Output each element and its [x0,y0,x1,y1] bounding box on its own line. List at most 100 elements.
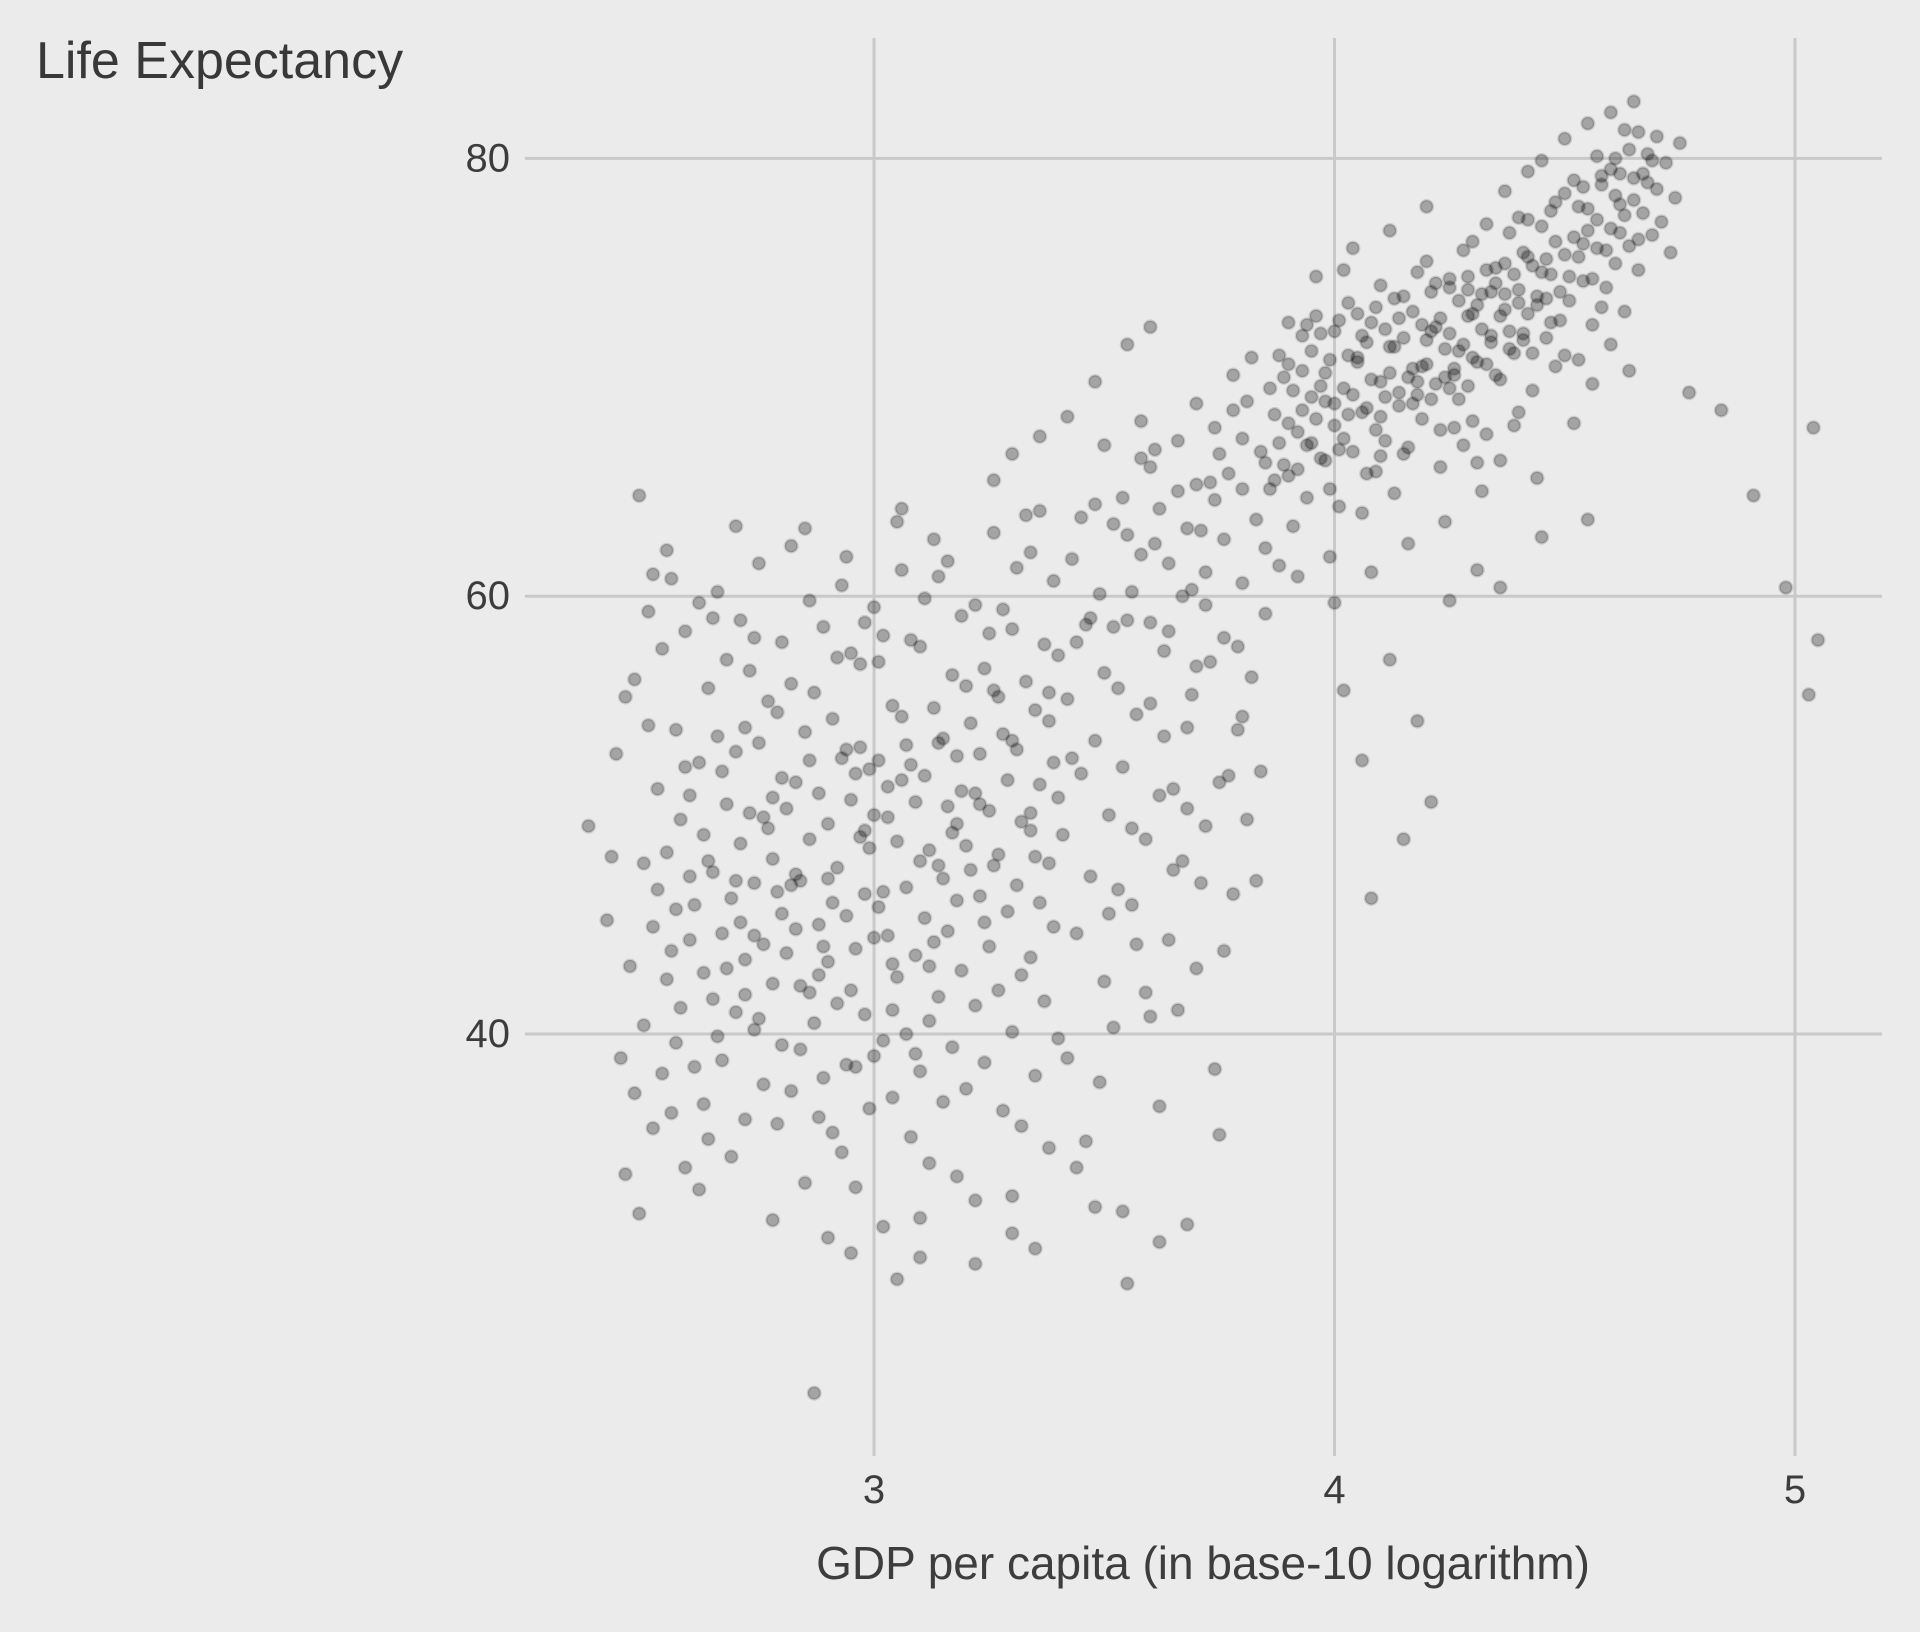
data-point [1303,389,1320,405]
data-point [1386,485,1402,501]
data-point [1045,573,1062,589]
data-point [972,746,988,762]
x-tick-label: 5 [1784,1468,1806,1512]
data-point [972,888,988,904]
data-point [912,1210,928,1226]
data-point [884,956,901,972]
data-point [783,676,799,692]
data-point [1630,124,1646,140]
data-point [1455,336,1471,353]
data-point [1290,568,1306,585]
data-point [1290,424,1306,440]
data-point [1234,431,1250,447]
data-point [1460,308,1476,324]
data-point [1580,201,1596,217]
data-point [788,774,804,790]
data-point [1151,1098,1168,1114]
data-point [976,914,993,931]
data-point [640,717,657,734]
data-point [1308,308,1324,324]
data-point [700,853,716,869]
data-point [967,785,983,801]
data-point [1202,474,1218,491]
data-point [912,638,928,655]
data-point [917,590,933,607]
data-point [838,1057,855,1073]
data-point [1184,687,1200,703]
data-point [1349,350,1366,366]
data-point [815,619,832,635]
data-point [981,803,997,819]
data-point [1303,343,1320,359]
data-point [1105,619,1122,635]
data-point [1336,431,1352,447]
data-point [1119,612,1135,628]
data-point [1248,511,1264,528]
data-point [1179,719,1195,736]
data-point [1313,325,1329,342]
data-point [1561,293,1577,309]
data-point [834,1144,850,1160]
data-point [944,1039,960,1055]
data-point [963,715,979,731]
data-point [875,884,891,900]
data-point [1667,190,1683,206]
data-point [1151,501,1168,517]
data-point [1584,317,1600,333]
data-point [1580,115,1596,131]
data-point [1451,293,1467,309]
data-point [1193,522,1209,539]
data-point [1483,328,1499,344]
data-point [1557,131,1573,147]
data-point [769,704,785,720]
data-point [967,1256,983,1272]
data-point [1598,280,1614,296]
data-point [847,941,864,957]
data-point [1423,323,1439,339]
data-point [1382,365,1398,381]
data-point [1174,588,1191,604]
data-point [1165,862,1181,878]
data-point [930,568,947,585]
data-point [834,577,850,593]
data-point [696,1096,712,1112]
data-point [1552,312,1568,329]
data-point [1009,877,1025,893]
data-point [1414,411,1430,427]
data-point [940,923,956,939]
data-point [755,809,772,825]
data-point [1050,789,1066,806]
data-point [1151,1234,1168,1250]
data-point [1524,382,1541,399]
data-point [783,877,799,893]
data-point [917,768,933,784]
data-point [1207,1061,1223,1077]
data-point [861,840,878,856]
data-point [783,1083,799,1099]
data-point [649,781,666,797]
data-point [801,831,818,847]
data-point [580,818,597,834]
data-point [1511,209,1527,226]
data-point [1326,396,1343,412]
data-point [792,873,809,889]
data-point [1391,385,1407,401]
data-point [1368,299,1384,315]
data-point [1400,439,1416,456]
data-point [1418,253,1435,269]
data-point [1207,420,1223,436]
data-point [1013,1118,1030,1134]
data-point [806,1385,822,1401]
data-point [1543,203,1559,219]
data-point [940,798,956,815]
data-point [723,890,739,906]
data-point [907,794,924,810]
data-point [778,945,795,961]
data-point [617,689,634,705]
data-point [645,919,661,935]
data-point [700,680,716,696]
data-point [884,1002,901,1018]
data-point [1124,897,1140,913]
data-point [1418,356,1435,372]
data-point [636,855,652,871]
